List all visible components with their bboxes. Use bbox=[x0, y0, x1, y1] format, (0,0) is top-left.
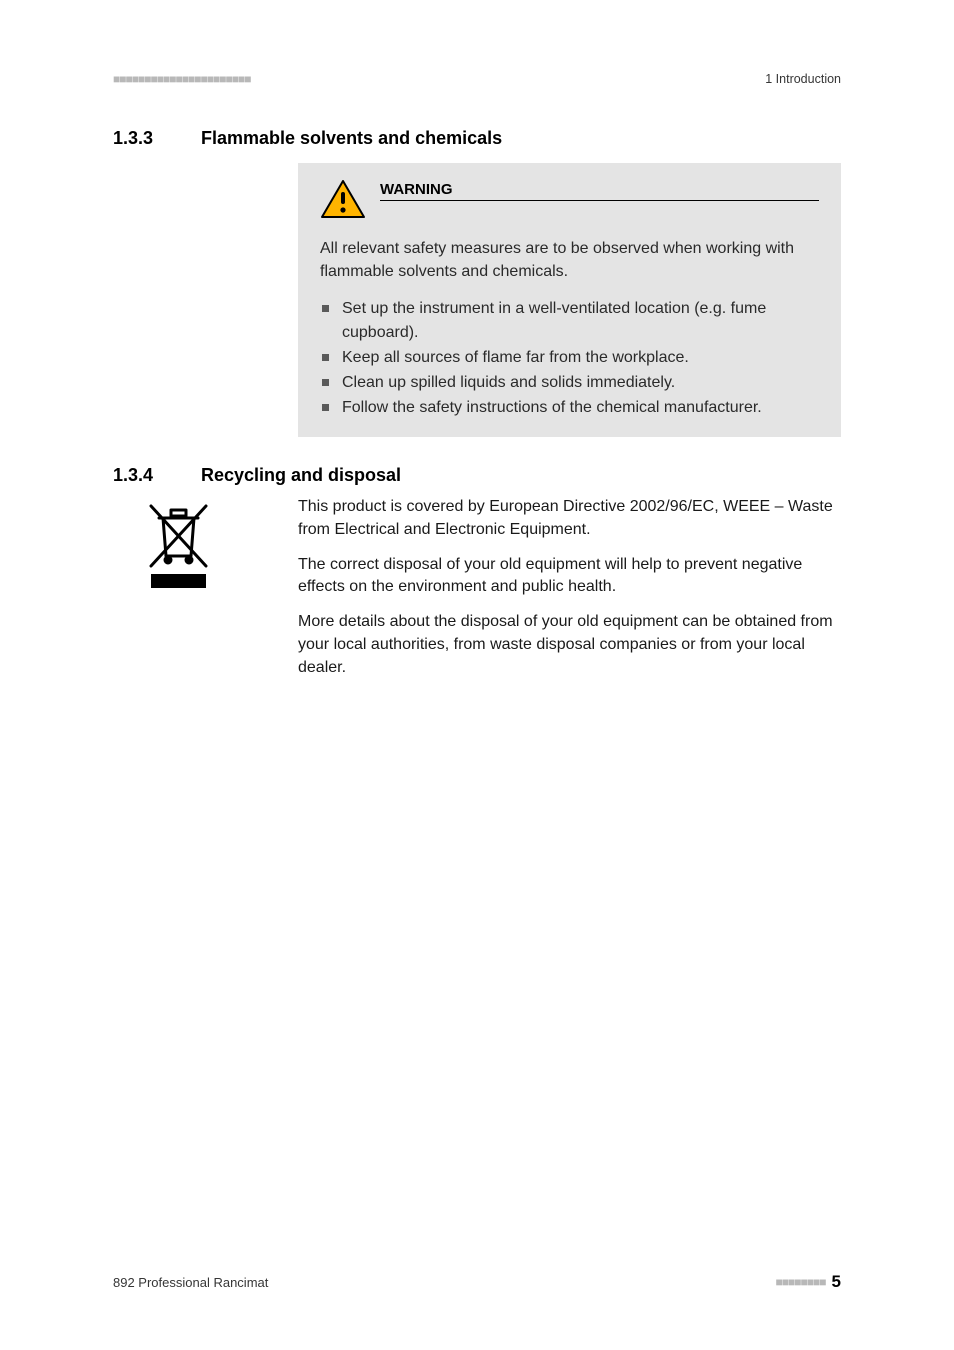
warning-list-item: Clean up spilled liquids and solids imme… bbox=[320, 371, 819, 394]
section-133-content: WARNING All relevant safety measures are… bbox=[298, 163, 841, 437]
section-134-content: This product is covered by European Dire… bbox=[113, 496, 841, 691]
page-header: ■■■■■■■■■■■■■■■■■■■■■■ 1 Introduction bbox=[113, 72, 841, 86]
warning-label: WARNING bbox=[380, 181, 819, 201]
warning-header-row: WARNING bbox=[320, 179, 819, 219]
warning-list-item: Keep all sources of flame far from the w… bbox=[320, 346, 819, 369]
footer-page-number: 5 bbox=[832, 1272, 841, 1292]
section-133-title: Flammable solvents and chemicals bbox=[201, 128, 502, 149]
warning-body-text: All relevant safety measures are to be o… bbox=[320, 237, 819, 283]
section-134-text: This product is covered by European Dire… bbox=[298, 496, 841, 691]
warning-list-item: Follow the safety instructions of the ch… bbox=[320, 396, 819, 419]
para: The correct disposal of your old equipme… bbox=[298, 554, 841, 599]
warning-box: WARNING All relevant safety measures are… bbox=[298, 163, 841, 437]
footer-product-name: 892 Professional Rancimat bbox=[113, 1275, 268, 1290]
weee-icon bbox=[145, 500, 212, 592]
section-133-heading: 1.3.3 Flammable solvents and chemicals bbox=[113, 128, 841, 149]
footer-dashes: ■■■■■■■■ bbox=[776, 1275, 826, 1289]
warning-list: Set up the instrument in a well-ventilat… bbox=[320, 297, 819, 419]
warning-list-item: Set up the instrument in a well-ventilat… bbox=[320, 297, 819, 343]
page-footer: 892 Professional Rancimat ■■■■■■■■ 5 bbox=[113, 1272, 841, 1292]
section-134-heading: 1.3.4 Recycling and disposal bbox=[113, 465, 841, 486]
section-134-number: 1.3.4 bbox=[113, 465, 201, 486]
para: This product is covered by European Dire… bbox=[298, 496, 841, 541]
section-133-number: 1.3.3 bbox=[113, 128, 201, 149]
warning-title-wrap: WARNING bbox=[380, 179, 819, 201]
weee-icon-column bbox=[113, 496, 298, 691]
section-134-title: Recycling and disposal bbox=[201, 465, 401, 486]
page: ■■■■■■■■■■■■■■■■■■■■■■ 1 Introduction 1.… bbox=[0, 0, 954, 1350]
warning-icon bbox=[320, 179, 366, 219]
header-chapter: 1 Introduction bbox=[765, 72, 841, 86]
footer-right: ■■■■■■■■ 5 bbox=[776, 1272, 841, 1292]
para: More details about the disposal of your … bbox=[298, 611, 841, 679]
header-dashes: ■■■■■■■■■■■■■■■■■■■■■■ bbox=[113, 72, 250, 86]
